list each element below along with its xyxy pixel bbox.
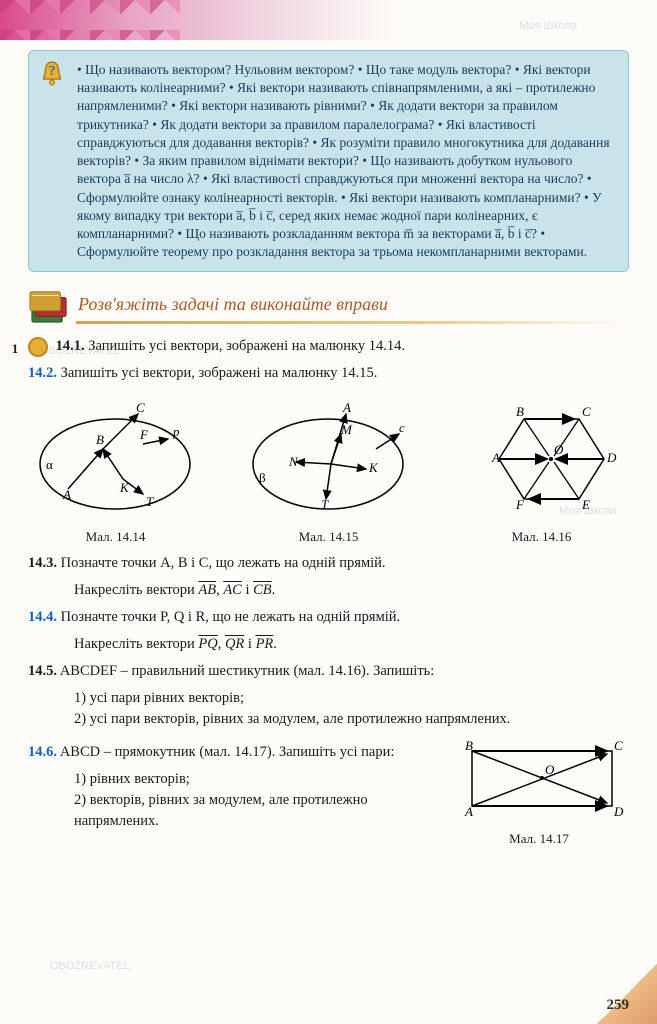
svg-text:α: α bbox=[46, 457, 53, 472]
problems-content: 1 14.1. Запишіть усі вектори, зображені … bbox=[28, 336, 629, 849]
books-icon bbox=[28, 286, 70, 326]
problem-number: 14.5. bbox=[28, 663, 57, 679]
figure-caption: Мал. 14.14 bbox=[86, 529, 146, 544]
problem-number: 14.3. bbox=[28, 555, 57, 571]
problem-14-3: 14.3. Позначте точки A, B і C, що лежать… bbox=[74, 553, 629, 574]
svg-text:D: D bbox=[613, 804, 624, 819]
problem-14-3-line2: Накресліть вектори AB, AC і CB. bbox=[74, 580, 629, 601]
watermark: OBOZREVATEL bbox=[50, 960, 130, 972]
problem-text: Запишіть усі вектори, зображені на малюн… bbox=[88, 338, 405, 354]
problem-text: Позначте точки P, Q і R, що не лежать на… bbox=[61, 609, 401, 625]
problem-14-4: 14.4. Позначте точки P, Q і R, що не леж… bbox=[74, 607, 629, 628]
problem-14-2: 14.2. Запишіть усі вектори, зображені на… bbox=[74, 363, 629, 384]
problem-number: 14.1. bbox=[56, 338, 85, 354]
svg-text:N: N bbox=[288, 454, 299, 469]
svg-text:C: C bbox=[582, 404, 591, 419]
problem-text: ABCD – прямокутник (мал. 14.17). Запишіт… bbox=[60, 744, 395, 760]
problem-14-1: 1 14.1. Запишіть усі вектори, зображені … bbox=[74, 336, 629, 357]
section-header: Розв'яжіть задачі та виконайте вправи bbox=[28, 290, 629, 326]
svg-text:?: ? bbox=[49, 63, 56, 78]
page-corner-decoration bbox=[597, 964, 657, 1024]
svg-text:A: A bbox=[491, 450, 500, 465]
figure-14-14: A B C F K T α p Мал. 14.14 bbox=[28, 394, 203, 547]
svg-text:p: p bbox=[172, 424, 180, 439]
problem-14-5: 14.5. ABCDEF – правильний шестикутник (м… bbox=[74, 661, 629, 682]
review-questions-text: • Що називають вектором? Нульовим вектор… bbox=[77, 62, 610, 259]
svg-text:B: B bbox=[465, 738, 473, 753]
figures-row-1: A B C F K T α p Мал. 14.14 A bbox=[28, 394, 629, 547]
page-number: 259 bbox=[607, 997, 630, 1014]
figure-caption: Мал. 14.15 bbox=[299, 529, 359, 544]
bell-question-icon: ? bbox=[35, 57, 69, 91]
svg-text:A: A bbox=[342, 400, 351, 415]
section-title: Розв'яжіть задачі та виконайте вправи bbox=[78, 294, 388, 315]
figure-14-17: A B C D O Мал. 14.17 bbox=[449, 736, 629, 849]
problem-14-6: 14.6. ABCD – прямокутник (мал. 14.17). З… bbox=[28, 736, 629, 849]
svg-text:β: β bbox=[259, 470, 266, 485]
problem-14-5-item1: 1) усі пари рівних векторів; bbox=[74, 688, 629, 709]
section-underline bbox=[76, 321, 629, 324]
review-questions-box: ? • Що називають вектором? Нульовим вект… bbox=[28, 50, 629, 272]
problem-text: ABCDEF – правильний шестикутник (мал. 14… bbox=[60, 663, 434, 679]
svg-text:K: K bbox=[368, 460, 379, 475]
svg-text:c: c bbox=[399, 420, 405, 435]
figure-14-16: A B C D E F O Мал. 14.16 bbox=[454, 394, 629, 547]
svg-text:A: A bbox=[62, 487, 71, 502]
page-top-decoration bbox=[0, 0, 657, 40]
problem-text: Запишіть усі вектори, зображені на малюн… bbox=[61, 365, 378, 381]
svg-text:O: O bbox=[554, 442, 564, 457]
problem-number: 14.4. bbox=[28, 609, 57, 625]
problem-14-6-item2: 2) векторів, рівних за модулем, але прот… bbox=[74, 790, 439, 832]
svg-text:T: T bbox=[321, 497, 329, 512]
figure-caption: Мал. 14.17 bbox=[509, 831, 569, 846]
figure-14-15: A M N K T β c Мал. 14.15 bbox=[241, 394, 416, 547]
problem-number: 14.2. bbox=[28, 365, 57, 381]
problem-number: 14.6. bbox=[28, 744, 57, 760]
problem-14-4-line2: Накресліть вектори PQ, QR і PR. bbox=[74, 634, 629, 655]
svg-text:C: C bbox=[136, 400, 145, 415]
svg-text:M: M bbox=[340, 422, 353, 437]
svg-text:T: T bbox=[146, 494, 154, 509]
svg-text:D: D bbox=[606, 450, 617, 465]
svg-text:B: B bbox=[516, 404, 524, 419]
svg-text:O: O bbox=[545, 762, 555, 777]
problem-14-6-item1: 1) рівних векторів; bbox=[74, 769, 439, 790]
problem-text: Позначте точки A, B і C, що лежать на од… bbox=[61, 555, 386, 571]
svg-text:B: B bbox=[96, 432, 104, 447]
svg-text:E: E bbox=[581, 497, 590, 512]
figure-caption: Мал. 14.16 bbox=[512, 529, 572, 544]
svg-text:C: C bbox=[614, 738, 623, 753]
svg-text:A: A bbox=[464, 804, 473, 819]
problem-14-5-item2: 2) усі пари векторів, рівних за модулем,… bbox=[74, 709, 629, 730]
svg-text:F: F bbox=[515, 497, 525, 512]
svg-text:F: F bbox=[139, 427, 149, 442]
level-marker: 1 bbox=[28, 337, 48, 357]
svg-text:K: K bbox=[119, 480, 130, 495]
